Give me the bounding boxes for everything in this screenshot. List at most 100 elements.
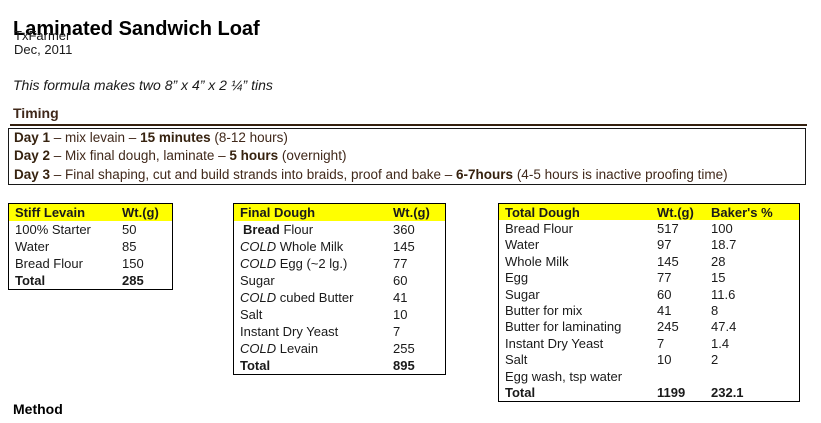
ingredient-label: Salt (505, 352, 528, 368)
column-header: Wt.(g) (393, 205, 430, 220)
ingredient-label: Butter for mix (505, 303, 583, 319)
weight-value: 895 (393, 358, 415, 373)
weight-value: 150 (122, 256, 144, 271)
bakers-percent-value: 232.1 (711, 384, 744, 400)
cold-prefix: COLD (240, 341, 277, 356)
cold-prefix: COLD (240, 256, 277, 271)
day-label: Day 3 (14, 166, 51, 182)
day-label: Day 1 (14, 130, 51, 145)
column-header: Stiff Levain (15, 205, 86, 220)
ingredient-label: Instant Dry Yeast (505, 335, 604, 351)
weight-value: 255 (393, 341, 415, 356)
bakers-percent-value: 18.7 (711, 237, 737, 253)
stiff-levain-header-row: Stiff Levain Wt.(g) (9, 204, 172, 221)
ingredient-label: Salt (240, 307, 263, 322)
weight-value: 7 (393, 324, 401, 339)
timing-box: Day 1 – mix levain – 15 minutes (8-12 ho… (8, 128, 806, 185)
ingredient-label: Bread Flour (505, 221, 573, 237)
table-row: Total 895 (234, 357, 445, 374)
table-row: Egg 77 15 (499, 270, 799, 286)
weight-value: 50 (122, 222, 137, 237)
table-row: Bread Flour 517 100 (499, 220, 799, 236)
table-row: 100% Starter 50 (9, 221, 172, 238)
weight-value: 60 (393, 273, 408, 288)
table-row: Total 285 (9, 272, 172, 289)
table-row: COLD Egg (~2 lg.) 77 (234, 255, 445, 272)
weight-value: 285 (122, 273, 144, 288)
table-row: Whole Milk 145 28 (499, 253, 799, 269)
weight-value: 145 (657, 253, 679, 269)
table-row: COLD cubed Butter 41 (234, 289, 445, 306)
method-heading: Method (13, 401, 63, 417)
ingredient-label: COLD Whole Milk (240, 239, 344, 254)
yield-note: This formula makes two 8” x 4” x 2 ¼” ti… (13, 77, 273, 93)
ingredient-label: Whole Milk (505, 253, 569, 269)
final-dough-header-row: Final Dough Wt.(g) (234, 204, 445, 221)
bakers-percent-value: 11.6 (711, 286, 736, 302)
day-detail: (overnight) (278, 148, 347, 164)
ingredient-label: COLD cubed Butter (240, 290, 354, 305)
cold-prefix: COLD (240, 239, 277, 254)
bakers-percent-value: 15 (711, 270, 726, 286)
ingredient-label: 100% Starter (15, 222, 91, 237)
weight-value: 360 (393, 222, 415, 237)
total-dough-header-row: Total Dough Wt.(g) Baker's % (499, 204, 799, 221)
weight-value: 85 (122, 239, 137, 254)
day-duration: 5 hours (229, 148, 279, 164)
table-row: Sugar 60 11.6 (499, 286, 799, 302)
weight-value: 10 (657, 352, 672, 368)
ingredient-label: Bread Flour (15, 256, 83, 271)
ingredient-label: Total (505, 384, 536, 400)
column-header: Total Dough (505, 204, 580, 220)
publish-date: Dec, 2011 (14, 42, 73, 57)
bakers-percent-value: 8 (711, 303, 719, 319)
ingredient-label: Water (505, 237, 540, 253)
day-text: – Mix final dough, laminate – (50, 148, 230, 164)
ingredient-label: Total (240, 358, 271, 373)
day-duration: 15 minutes (140, 130, 211, 145)
table-row: Water 85 (9, 238, 172, 255)
ingredient-label: Sugar (505, 286, 540, 302)
ingredient-label: Bread Flour (243, 222, 314, 237)
bakers-percent-value: 47.4 (711, 319, 737, 335)
day-detail: (8-12 hours) (210, 130, 288, 145)
timing-day-3: Day 3 – Final shaping, cut and build str… (14, 166, 805, 184)
ingredient-label: Water (15, 239, 50, 254)
final-dough-table: Final Dough Wt.(g) Bread Flour 360 COLD Whol… (233, 203, 446, 375)
column-header: Wt.(g) (122, 205, 159, 220)
weight-value: 245 (657, 319, 679, 335)
table-row: Bread Flour 360 (234, 221, 445, 238)
table-row: Egg wash, tsp water (499, 368, 799, 384)
day-label: Day 2 (14, 148, 51, 164)
weight-value: 1199 (657, 384, 686, 400)
bakers-percent-value: 1.4 (711, 335, 730, 351)
author-name: TxFarmer (14, 28, 71, 43)
weight-value: 77 (657, 270, 672, 286)
table-row: Instant Dry Yeast 7 1.4 (499, 335, 799, 351)
cold-prefix: COLD (240, 290, 277, 305)
timing-day-1: Day 1 – mix levain – 15 minutes (8-12 ho… (14, 129, 805, 147)
day-text: – mix levain – (50, 130, 141, 145)
weight-value: 60 (657, 286, 672, 302)
table-row: Water 97 18.7 (499, 237, 799, 253)
ingredient-label: Sugar (240, 273, 275, 288)
weight-value: 517 (657, 221, 679, 237)
column-header: Wt.(g) (657, 204, 694, 220)
column-header: Final Dough (240, 205, 316, 220)
weight-value: 41 (657, 303, 672, 319)
bold-prefix: Bread (243, 222, 280, 237)
ingredient-label: COLD Levain (240, 341, 319, 356)
total-dough-table: Total Dough Wt.(g) Baker's % Bread Flour 517… (498, 203, 800, 402)
table-row: Butter for laminating 245 47.4 (499, 319, 799, 335)
ingredient-label: COLD Egg (~2 lg.) (240, 256, 348, 271)
timing-heading: Timing (10, 105, 807, 126)
bakers-percent-value: 2 (711, 352, 719, 368)
bakers-percent-value: 28 (711, 253, 726, 269)
bakers-percent-value: 100 (711, 221, 733, 237)
page-title: Laminated Sandwich Loaf (13, 18, 260, 41)
weight-value: 145 (393, 239, 415, 254)
timing-day-2: Day 2 – Mix final dough, laminate – 5 ho… (14, 147, 805, 165)
weight-value: 10 (393, 307, 408, 322)
day-detail: (4-5 hours is inactive proofing time) (513, 166, 728, 182)
table-row: Salt 10 (234, 306, 445, 323)
